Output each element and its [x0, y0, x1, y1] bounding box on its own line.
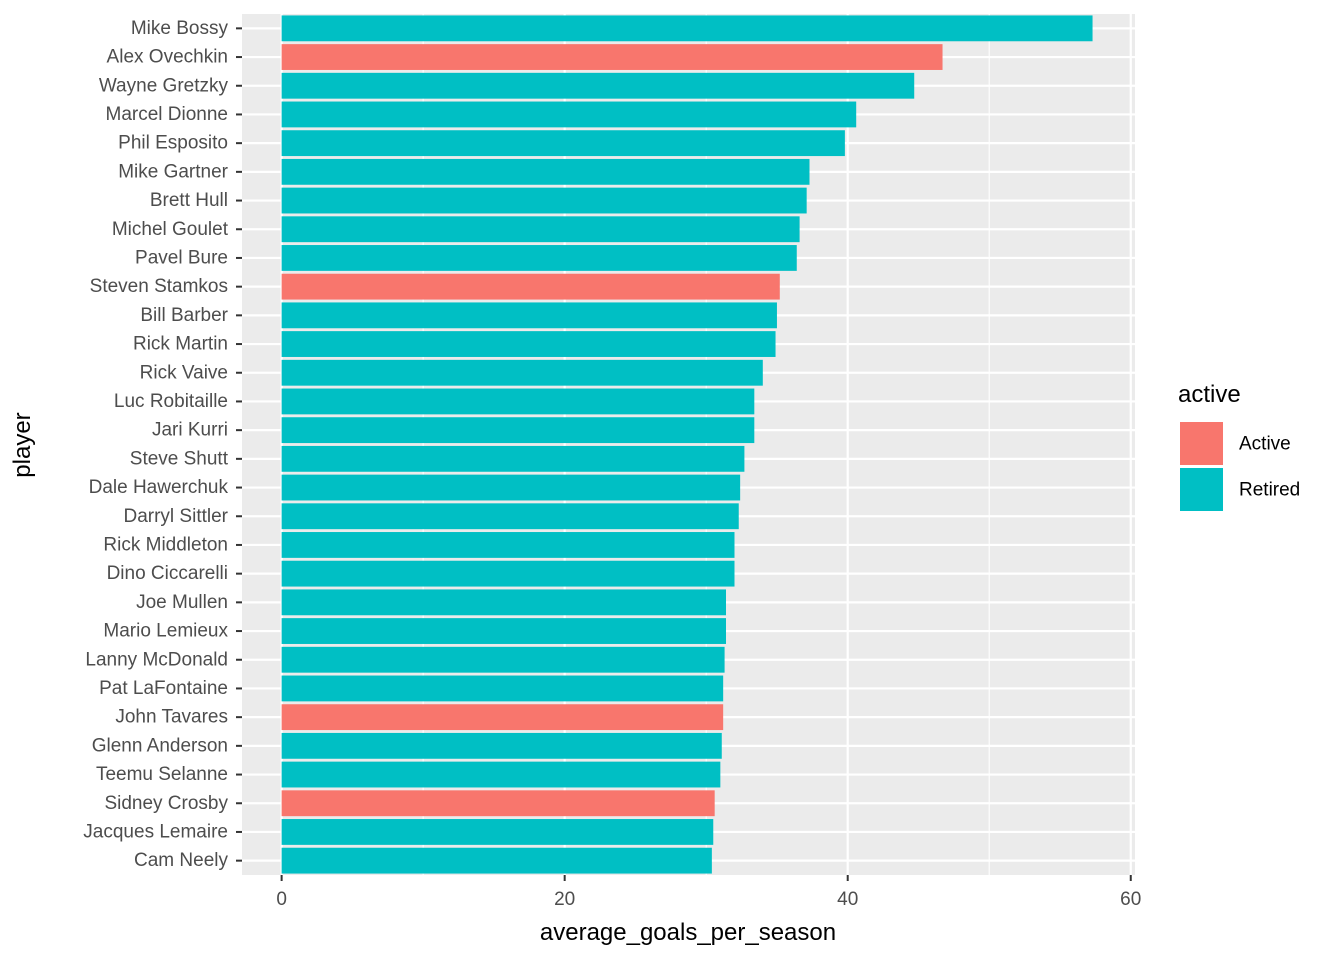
y-tick-label: Marcel Dionne — [106, 104, 229, 125]
y-tick-label: Mario Lemieux — [103, 621, 228, 642]
y-tick-label: John Tavares — [115, 707, 228, 728]
y-tick-label: Mike Bossy — [131, 18, 229, 39]
legend-key — [1180, 422, 1223, 465]
y-tick-label: Jacques Lemaire — [83, 821, 228, 842]
plot-panel — [242, 14, 1135, 875]
y-tick-label: Mike Gartner — [118, 161, 228, 182]
bar — [281, 417, 755, 444]
bar — [281, 101, 857, 128]
y-tick-label: Steven Stamkos — [90, 276, 228, 297]
bar — [281, 732, 722, 759]
y-tick-label: Pavel Bure — [135, 247, 228, 268]
bar — [281, 704, 724, 731]
bar — [281, 560, 735, 587]
bar — [281, 359, 763, 386]
y-tick-label: Glenn Anderson — [92, 735, 228, 756]
y-tick-label: Jari Kurri — [152, 420, 228, 441]
bar — [281, 761, 721, 788]
bar — [281, 388, 755, 415]
bar — [281, 646, 725, 673]
bar — [281, 503, 739, 530]
bar — [281, 15, 1093, 42]
y-tick-label: Pat LaFontaine — [99, 678, 228, 699]
legend-label: Retired — [1239, 480, 1300, 501]
y-tick-label: Rick Martin — [133, 334, 228, 355]
x-tick-label: 60 — [1120, 889, 1141, 910]
bar — [281, 790, 715, 817]
y-tick-label: Joe Mullen — [136, 592, 228, 613]
bar — [281, 331, 776, 357]
legend-key — [1180, 468, 1223, 511]
y-tick-label: Brett Hull — [150, 190, 228, 211]
legend-title: active — [1178, 381, 1241, 408]
x-tick-label: 0 — [276, 889, 287, 910]
y-tick-label: Sidney Crosby — [104, 793, 228, 814]
y-tick-label: Darryl Sittler — [123, 506, 228, 527]
y-tick-label: Bill Barber — [140, 305, 228, 326]
y-tick-label: Phil Esposito — [118, 133, 228, 154]
bar — [281, 158, 810, 185]
x-axis-title: average_goals_per_season — [540, 919, 836, 946]
legend-label: Active — [1239, 434, 1291, 455]
bar — [281, 302, 777, 329]
bar — [281, 245, 797, 271]
y-tick-label: Teemu Selanne — [96, 764, 228, 785]
bar — [281, 474, 741, 501]
bar — [281, 675, 724, 702]
minor-gridlines — [422, 14, 990, 875]
y-tick-label: Alex Ovechkin — [107, 47, 228, 68]
bar — [281, 216, 800, 243]
bar — [281, 445, 745, 472]
y-axis: Mike Bossy Alex Ovechkin Wayne Gretzky Marc… — [83, 18, 242, 871]
bar — [281, 819, 714, 845]
x-tick-label: 40 — [837, 889, 858, 910]
y-tick-label: Cam Neely — [134, 850, 228, 871]
y-axis-title: player — [9, 412, 36, 477]
y-tick-label: Lanny McDonald — [85, 649, 228, 670]
bar — [281, 532, 735, 558]
legend: active Active Retired — [1178, 381, 1300, 511]
y-tick-label: Rick Vaive — [140, 362, 228, 383]
bar — [281, 273, 780, 300]
bar — [281, 130, 845, 157]
bar — [281, 44, 943, 70]
y-tick-label: Michel Goulet — [112, 219, 229, 240]
bar — [281, 618, 727, 644]
y-tick-label: Rick Middleton — [103, 534, 228, 555]
x-tick-label: 20 — [554, 889, 575, 910]
x-axis: 0 20 40 60 — [276, 875, 1141, 910]
bar — [281, 847, 712, 874]
bars — [281, 15, 1093, 874]
y-tick-label: Dale Hawerchuk — [89, 477, 229, 498]
y-tick-label: Wayne Gretzky — [99, 75, 229, 96]
y-tick-label: Luc Robitaille — [114, 391, 228, 412]
bar — [281, 72, 915, 99]
y-tick-label: Dino Ciccarelli — [107, 563, 228, 584]
bar — [281, 589, 727, 616]
bar — [281, 187, 807, 214]
y-tick-label: Steve Shutt — [130, 448, 229, 469]
